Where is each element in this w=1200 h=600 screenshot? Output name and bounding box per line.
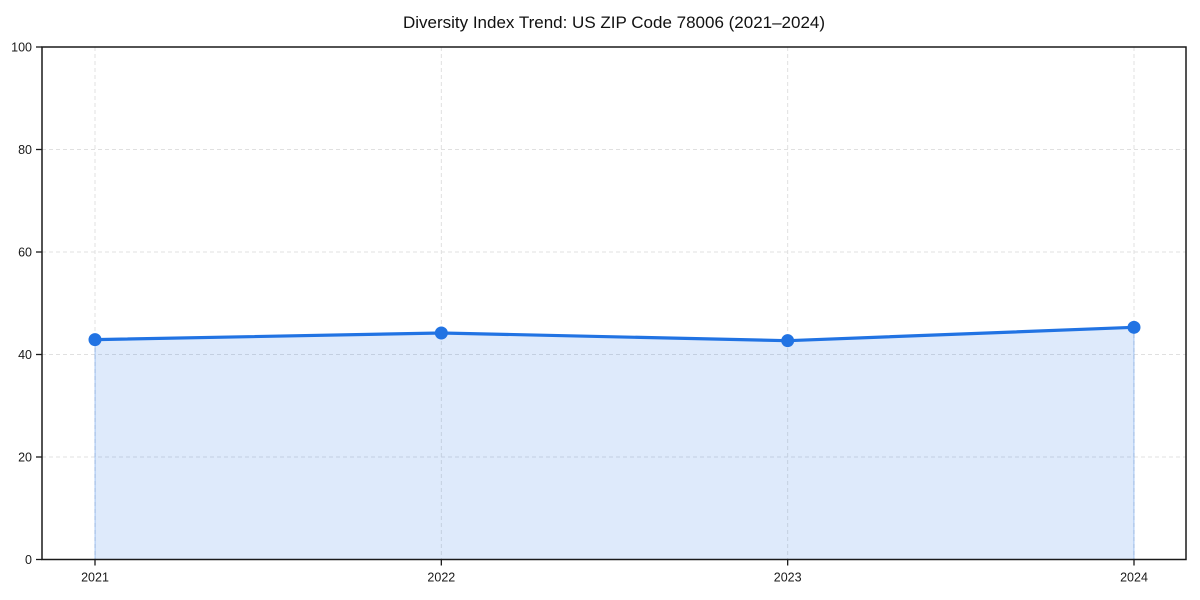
x-tick-label: 2021 <box>81 571 109 585</box>
x-tick-label: 2022 <box>427 571 455 585</box>
x-tick-label: 2024 <box>1120 571 1148 585</box>
data-point-2023 <box>781 334 795 348</box>
y-tick-label: 100 <box>11 41 32 55</box>
chart-title: Diversity Index Trend: US ZIP Code 78006… <box>402 13 826 32</box>
y-tick-label: 0 <box>25 553 32 567</box>
area-fill <box>95 327 1134 560</box>
trend-line <box>93 325 1136 343</box>
plot-box-spines <box>41 46 1187 561</box>
x-tick-label: 2023 <box>774 571 802 585</box>
y-tick-label: 60 <box>18 246 32 260</box>
data-point-2022 <box>434 326 448 340</box>
y-tick-label: 20 <box>18 451 32 465</box>
y-tick-label: 80 <box>18 143 32 157</box>
y-tick-label: 40 <box>18 348 32 362</box>
data-point-2021 <box>88 333 102 347</box>
data-point-2024 <box>1127 320 1141 334</box>
